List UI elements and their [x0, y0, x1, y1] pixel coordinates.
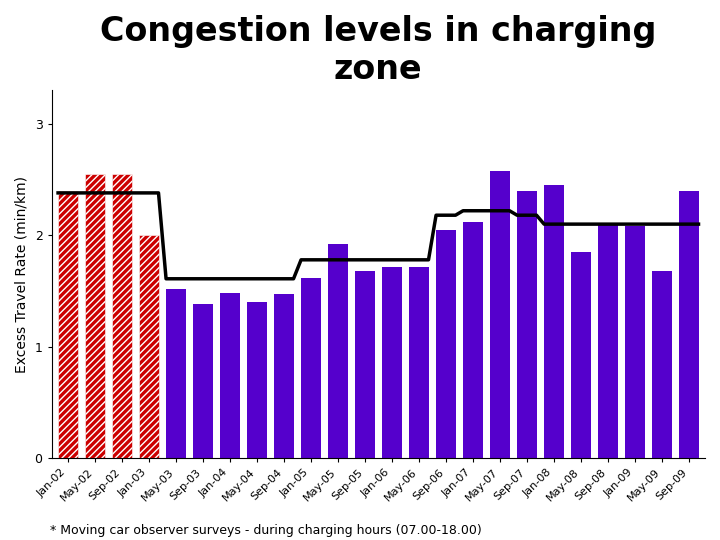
- Bar: [247, 302, 266, 458]
- Bar: [328, 244, 348, 458]
- Bar: [382, 267, 402, 458]
- Bar: [166, 289, 186, 458]
- Bar: [598, 224, 618, 458]
- Bar: [139, 235, 158, 458]
- Y-axis label: Excess Travel Rate (min/km): Excess Travel Rate (min/km): [15, 176, 29, 373]
- Bar: [274, 294, 294, 458]
- Bar: [112, 174, 132, 458]
- Bar: [625, 226, 644, 458]
- Bar: [463, 222, 482, 458]
- Bar: [220, 293, 240, 458]
- Text: * Moving car observer surveys - during charging hours (07.00-18.00): * Moving car observer surveys - during c…: [50, 524, 482, 537]
- Bar: [409, 267, 428, 458]
- Bar: [301, 278, 320, 458]
- Bar: [193, 305, 212, 458]
- Bar: [58, 191, 78, 458]
- Bar: [517, 191, 536, 458]
- Bar: [544, 185, 564, 458]
- Bar: [436, 230, 456, 458]
- Bar: [490, 171, 510, 458]
- Bar: [679, 191, 698, 458]
- Bar: [652, 271, 672, 458]
- Bar: [355, 271, 374, 458]
- Bar: [85, 174, 104, 458]
- Title: Congestion levels in charging
zone: Congestion levels in charging zone: [100, 15, 657, 86]
- Bar: [571, 252, 590, 458]
